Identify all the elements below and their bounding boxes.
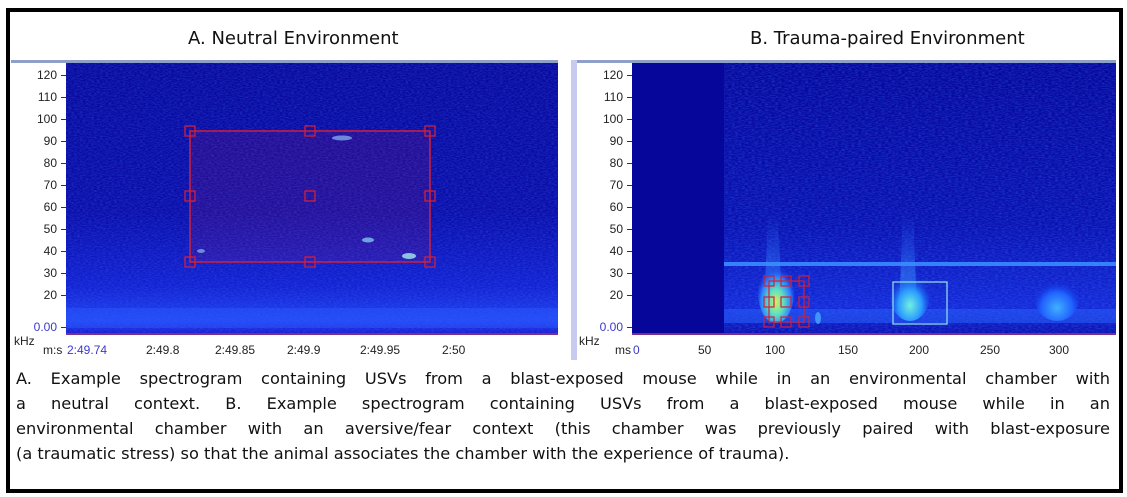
y-tick [61,75,66,76]
x-prefix-label: m:s [43,343,63,357]
y-tick [627,327,632,328]
y-tick-label: 120 [36,68,57,82]
x-tick-label: 100 [765,343,786,357]
y-tick-label: 80 [43,156,57,170]
y-tick-label: 30 [609,266,623,280]
y-tick [61,163,66,164]
x-tick-label: 0 [633,343,640,357]
y-tick [61,295,66,296]
panel-b-x-axis-line [632,333,1116,335]
y-unit-label: kHz [14,334,35,348]
panel-a-spectrogram-image [66,63,558,334]
y-tick [627,185,632,186]
y-tick-label: 60 [43,200,57,214]
y-tick [627,207,632,208]
panel-b-spectrogram[interactable] [632,63,1116,334]
panel-b-top-border [571,60,1116,63]
selection-box-b-cyan [892,281,948,325]
caption-line: (a traumatic stress) so that the animal … [16,444,790,463]
selection-box-a [189,130,431,263]
y-tick [61,273,66,274]
y-tick [61,207,66,208]
y-tick-label: 110 [603,90,623,104]
x-tick-label: 150 [838,343,859,357]
y-tick-label: 90 [609,134,623,148]
y-tick-label: 120 [602,68,623,82]
x-prefix-label: ms [615,343,631,357]
y-tick [627,119,632,120]
y-tick [627,273,632,274]
x-tick-label: 2:50 [442,343,466,357]
y-tick [61,119,66,120]
x-tick-label: 2:49.74 [67,343,108,357]
panel-b-spectrogram-image [632,63,1116,334]
y-tick-label: 50 [43,222,57,236]
x-tick-label: 2:49.95 [360,343,401,357]
caption-line: A. Example spectrogram containing USVs f… [16,369,1110,388]
y-tick-label: 80 [609,156,623,170]
y-tick-label: 40 [609,244,623,258]
panel-a-spectrogram[interactable] [66,63,558,334]
panel-a-title: A. Neutral Environment [188,28,399,49]
y-tick-label: 100 [602,112,623,126]
caption-line: a neutral context. B. Example spectrogra… [16,394,1110,413]
y-unit-label: kHz [579,334,600,348]
y-tick [61,229,66,230]
panel-a: 120 110 100 90 80 70 60 50 40 30 20 0.00… [11,60,558,360]
y-tick [627,251,632,252]
y-tick-label: 30 [43,266,57,280]
y-tick-label: 20 [43,288,57,302]
x-tick-label: 200 [909,343,930,357]
y-tick [627,75,632,76]
panel-b-title: B. Trauma-paired Environment [750,28,1025,49]
y-tick [627,295,632,296]
y-tick-label: 40 [43,244,57,258]
y-tick [61,141,66,142]
y-tick [61,97,66,98]
panel-b-left-border [571,60,577,360]
x-tick-label: 300 [1049,343,1070,357]
panel-a-x-axis-line [66,333,558,335]
y-tick [61,327,66,328]
y-tick [61,185,66,186]
x-tick-label: 2:49.9 [287,343,321,357]
y-tick [627,141,632,142]
y-tick [627,97,632,98]
y-tick-label-zero: 0.00 [33,320,57,334]
selection-box-b-red [768,280,805,323]
y-tick-label-zero: 0.00 [599,320,623,334]
y-tick-label: 110 [37,90,57,104]
caption-line: environmental chamber with an aversive/f… [16,419,1110,438]
y-tick [61,251,66,252]
y-tick [627,163,632,164]
panel-a-top-border [11,60,558,63]
y-tick-label: 100 [36,112,57,126]
y-tick-label: 60 [609,200,623,214]
panel-b: 120 110 100 90 80 70 60 50 40 30 20 0.00… [571,60,1116,360]
y-tick-label: 70 [609,178,623,192]
figure-caption: A. Example spectrogram containing USVs f… [16,366,1110,466]
x-tick-label: 2:49.85 [215,343,256,357]
y-tick-label: 70 [43,178,57,192]
y-tick-label: 50 [609,222,623,236]
y-tick-label: 20 [609,288,623,302]
x-tick-label: 50 [698,343,712,357]
x-tick-label: 2:49.8 [146,343,180,357]
y-tick [627,229,632,230]
y-tick-label: 90 [43,134,57,148]
x-tick-label: 250 [980,343,1001,357]
